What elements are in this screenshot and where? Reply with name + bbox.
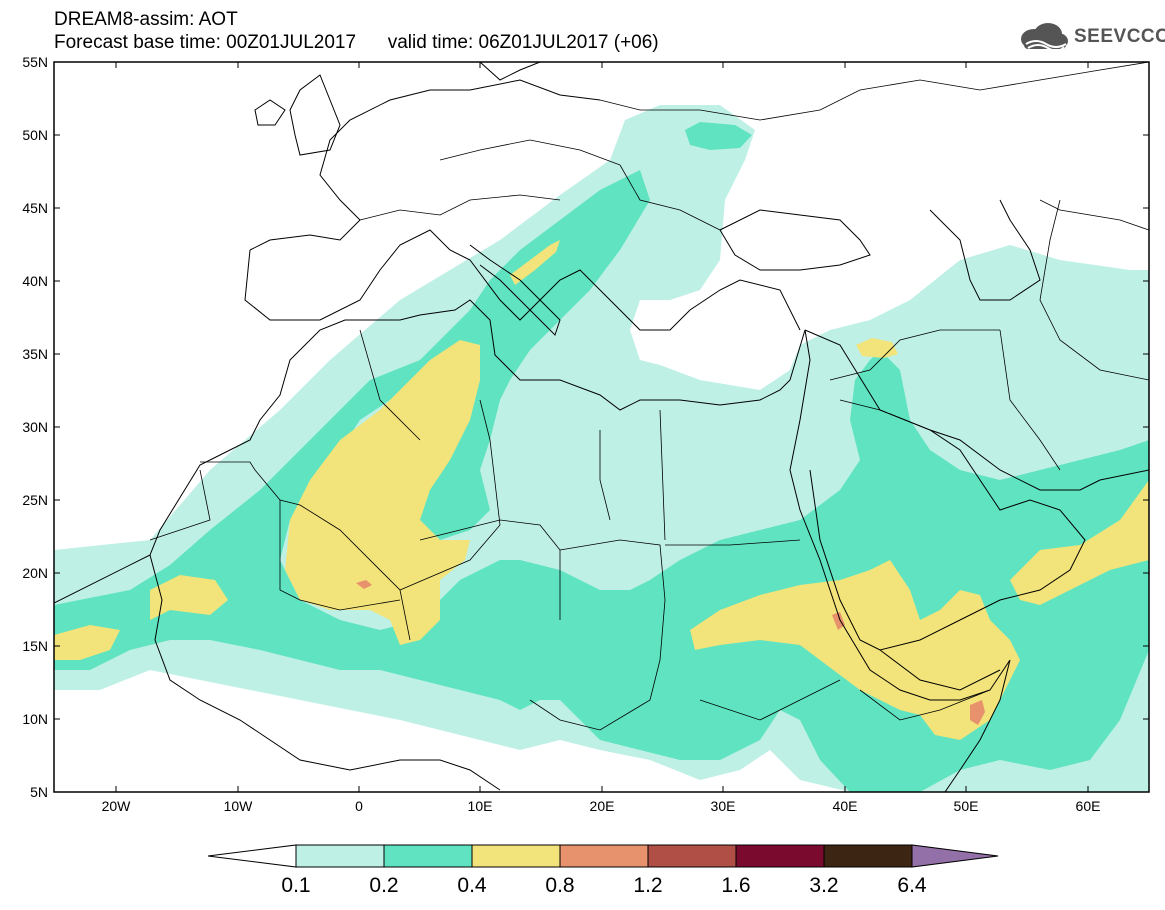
coastlines: [54, 62, 1149, 792]
colorbar-box-0.4: [471, 844, 561, 868]
aot-band-0.4-east: [690, 560, 1020, 740]
colorbar-label-6.4: 6.4: [897, 874, 927, 897]
latitude-axis: 55N 50N 45N 40N 35N 30N 25N 20N 15N 10N …: [22, 54, 1149, 800]
colorbar-label-0.1: 0.1: [281, 874, 310, 897]
forecast-time-subtitle: Forecast base time: 00Z01JUL2017 valid t…: [54, 32, 659, 53]
lon-label-0: 0: [355, 798, 363, 814]
aot-band-0.8-mali: [356, 580, 372, 589]
colorbar-label-1.2: 1.2: [633, 874, 662, 897]
lat-label-25n: 25N: [22, 492, 48, 508]
colorbar-label-0.8: 0.8: [545, 874, 574, 897]
aot-band-0.4-mauritania: [150, 575, 228, 620]
lon-label-20e: 20E: [590, 798, 615, 814]
lat-label-20n: 20N: [22, 565, 48, 581]
longitude-axis: 20W 10W 0 10E 20E 30E 40E 50E 60E: [102, 62, 1101, 814]
colorbar-label-3.2: 3.2: [809, 874, 838, 897]
lat-label-10n: 10N: [22, 711, 48, 727]
lat-label-15n: 15N: [22, 638, 48, 654]
lat-label-50n: 50N: [22, 127, 48, 143]
lat-label-45n: 45N: [22, 200, 48, 216]
lat-label-55n: 55N: [22, 54, 48, 70]
country-borders: [149, 62, 1149, 731]
lon-label-40e: 40E: [833, 798, 858, 814]
map-title: DREAM8-assim: AOT: [54, 9, 238, 30]
seevccc-logo: SEEVCCC: [1016, 22, 1165, 52]
lat-label-5n: 5N: [30, 784, 48, 800]
aot-band-0.4-west: [285, 340, 480, 645]
colorbar: 0.1 0.2 0.4 0.8 1.2 1.6 3.2 6.4: [207, 844, 999, 897]
colorbar-box-1.6: [735, 844, 825, 868]
colorbar-box-0.2: [383, 844, 473, 868]
lon-label-60e: 60E: [1076, 798, 1101, 814]
aot-band-0.4-senegal: [54, 625, 120, 660]
colorbar-label-1.6: 1.6: [721, 874, 750, 897]
colorbar-min-arrow: [207, 844, 297, 868]
aot-band-0.2-north: [685, 122, 752, 150]
lon-label-10e: 10E: [468, 798, 493, 814]
aot-band-0.4-italy: [510, 240, 560, 285]
lat-label-40n: 40N: [22, 273, 48, 289]
lon-label-20w: 20W: [102, 798, 132, 814]
lon-label-30e: 30E: [711, 798, 736, 814]
aot-contours: [54, 105, 1149, 792]
lon-label-10w: 10W: [224, 798, 254, 814]
colorbar-box-3.2: [823, 844, 913, 868]
colorbar-box-0.1: [295, 844, 385, 868]
colorbar-label-0.2: 0.2: [369, 874, 398, 897]
colorbar-max-arrow: [911, 844, 999, 868]
colorbar-box-0.8: [559, 844, 649, 868]
logo-text: SEEVCCC: [1074, 26, 1165, 47]
aot-band-0.8-somalia: [970, 700, 985, 725]
lon-label-50e: 50E: [954, 798, 979, 814]
lat-label-30n: 30N: [22, 419, 48, 435]
cloud-icon: [1021, 23, 1068, 52]
colorbar-box-1.2: [647, 844, 737, 868]
colorbar-label-0.4: 0.4: [457, 874, 487, 897]
lat-label-35n: 35N: [22, 346, 48, 362]
aot-band-0.8-eritrea: [832, 612, 845, 630]
aot-band-0.4-arabia: [1010, 480, 1149, 605]
